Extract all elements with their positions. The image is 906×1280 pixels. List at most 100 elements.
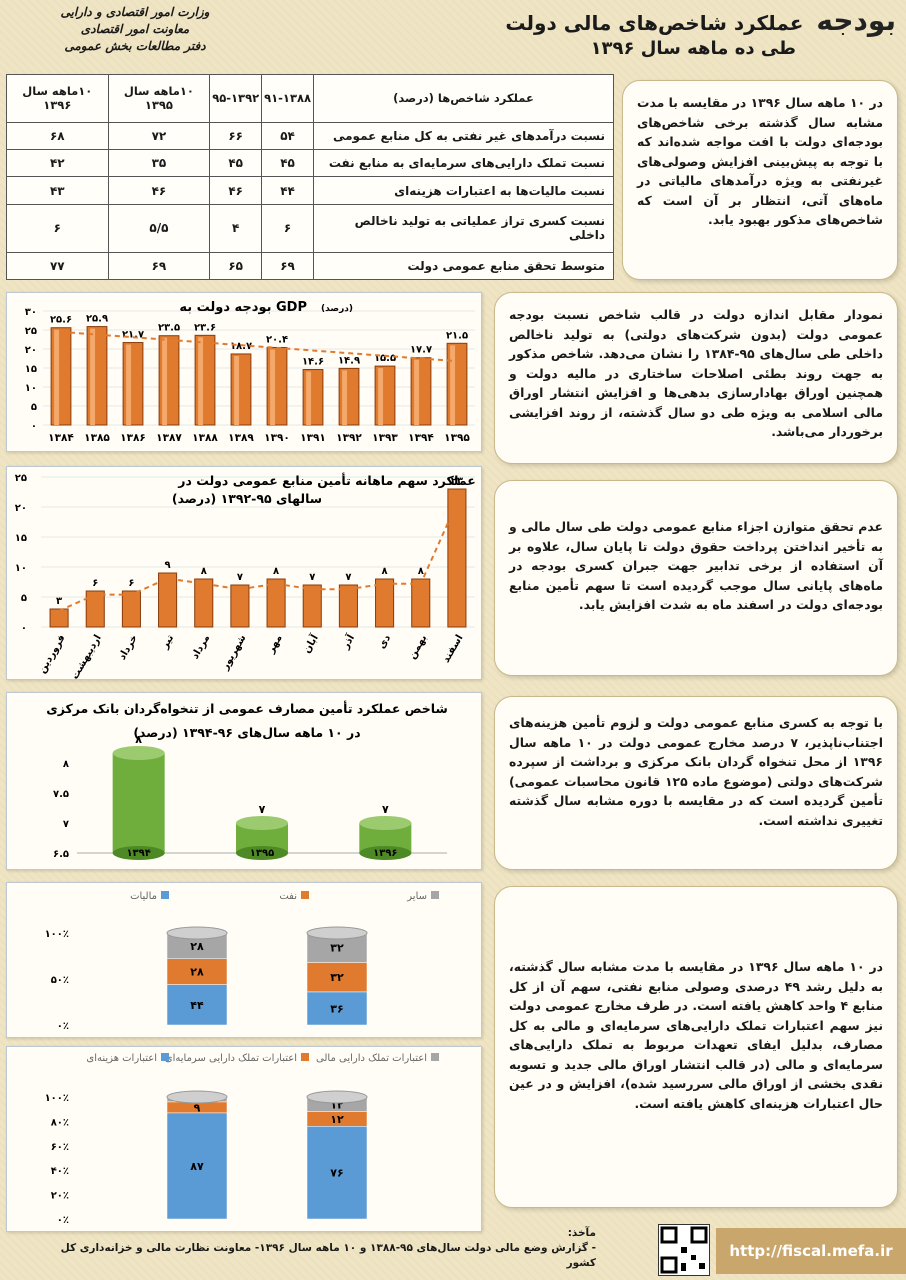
x-tick-label: ۱۳۸۸ — [192, 432, 218, 444]
text-box-1: در ۱۰ ماهه سال ۱۳۹۶ در مقایسه با مدت مشا… — [622, 80, 898, 280]
data-label: ۳۶ — [330, 1002, 343, 1015]
legend-swatch — [431, 1053, 439, 1061]
table-cell: ۴۵ — [261, 149, 314, 178]
bar — [85, 590, 105, 628]
data-label: ۸ — [201, 566, 207, 577]
table-cell: ۴۲ — [6, 149, 109, 178]
bar — [158, 572, 178, 628]
bar — [121, 590, 141, 628]
text-3: عدم تحقق متوازن اجزاء منابع عمومی دولت ط… — [509, 519, 883, 612]
bar-highlight — [90, 328, 96, 425]
trend-line — [58, 502, 458, 612]
x-tick-label: خرداد — [117, 633, 140, 662]
chart-expenditure-share: ۰٪ ۲۰٪ ۴۰٪ ۶۰٪ ۸۰٪ ۱۰۰٪ اعتبارات تملک دارایی م… — [6, 1046, 482, 1244]
source-text: - گزارش وضع مالی دولت سال‌های ۹۵-۱۳۸۸ و … — [60, 1242, 596, 1269]
y-tick-label: ۷.۵ — [53, 789, 69, 800]
bar — [410, 357, 432, 426]
y-tick-label: ۱۰ — [25, 383, 37, 394]
y-tick-label: ۰٪ — [57, 1215, 69, 1226]
stack-segment — [306, 962, 368, 993]
bar-top — [306, 1090, 368, 1104]
ministry-line-2: معاونت امور اقتصادی — [80, 22, 190, 36]
stack-segment — [166, 984, 228, 1026]
x-tick-label: مرداد — [190, 633, 213, 661]
bar — [302, 584, 322, 628]
website-link[interactable]: http://fiscal.mefa.ir — [716, 1228, 906, 1274]
chart-resources-share-svg: ۰٪ ۵۰٪ ۱۰۰٪ سایر نفت مالیات ۴۴ ۲۸ ۲۸ ۱۰ماهه ۱۳۹۵ ۳… — [45, 891, 439, 1050]
x-tick-label: تیر — [159, 633, 176, 652]
data-label: ۲۵.۶ — [50, 315, 72, 326]
chart-central-bank-svg: شاخص عملکرد تأمین مصارف عمومی از تنخواه‌… — [46, 700, 448, 860]
table-header: عملکرد شاخص‌ها (درصد) — [313, 74, 614, 123]
bar — [86, 326, 108, 426]
bar-highlight — [234, 355, 240, 425]
y-tick-label: ۴۰٪ — [51, 1166, 69, 1177]
table-row: نسبت درآمدهای غیر نفتی به کل منابع عمومی… — [6, 121, 614, 151]
x-tick-label: ۱۳۸۶ — [120, 432, 146, 444]
trend-line — [60, 330, 458, 363]
data-label: ۸ — [382, 566, 388, 577]
data-label: ۳۲ — [330, 971, 344, 984]
text-2: نمودار مقابل اندازه دولت در قالب شاخص نس… — [509, 307, 883, 439]
legend-label: اعتبارات هزینه‌ای — [86, 1053, 157, 1064]
data-label: ۱۸.۷ — [230, 341, 252, 352]
bar-base — [112, 846, 165, 860]
stack-segment — [306, 991, 368, 1026]
x-tick-label: ۱۳۹۲ — [336, 432, 362, 444]
chart-title-unit: (درصد) — [321, 304, 353, 314]
x-tick-label: مهر — [265, 633, 285, 656]
legend-swatch — [301, 1053, 309, 1061]
y-tick-label: ۸۰٪ — [51, 1117, 69, 1128]
chart-title-line-2: سالهای ۹۵-۱۳۹۲ (درصد) — [172, 491, 322, 506]
bar — [49, 608, 69, 628]
x-tick-label: ۱۳۹۳ — [372, 432, 398, 444]
table-row: نسبت تملک دارایی‌های سرمایه‌ای به منابع … — [6, 149, 614, 178]
data-label: ۶ — [128, 578, 134, 589]
bar — [411, 578, 431, 628]
table-cell: متوسط تحقق منابع عمومی دولت — [313, 251, 614, 281]
y-tick-label: ۱۰۰٪ — [45, 1093, 69, 1104]
table-cell: ۶ — [261, 203, 314, 253]
bar — [122, 342, 144, 426]
table-cell: نسبت مالیات‌ها به اعتبارات هزینه‌ای — [313, 176, 614, 205]
y-tick-label: ۸ — [63, 759, 69, 770]
chart-central-bank: شاخص عملکرد تأمین مصارف عمومی از تنخواه‌… — [6, 692, 482, 870]
table-header-row: عملکرد شاخص‌ها (درصد) ۹۱-۱۳۸۸ ۹۵-۱۳۹۲ ۱۰… — [6, 74, 614, 123]
table-cell: نسبت تملک دارایی‌های سرمایه‌ای به منابع … — [313, 149, 614, 178]
data-label: ۳ — [56, 596, 62, 607]
y-tick-label: ۰ — [31, 421, 37, 432]
x-tick-label: ۱۳۹۴ — [126, 848, 150, 859]
table-cell: نسبت کسری تراز عملیاتی به تولید ناخالص د… — [313, 203, 614, 253]
legend-swatch — [161, 891, 169, 899]
table-cell: نسبت درآمدهای غیر نفتی به کل منابع عمومی — [313, 121, 614, 151]
legend-label: اعتبارات تملک دارایی مالی — [316, 1053, 427, 1064]
chart-title: بودجه دولت به GDP — [179, 300, 307, 315]
legend-label: سایر — [406, 891, 427, 902]
table-cell: ۶۹ — [107, 251, 211, 281]
table-cell: ۶۵ — [209, 251, 263, 281]
table-cell: ۷۷ — [6, 251, 109, 281]
bar — [50, 327, 72, 426]
qr-code-graphic — [660, 1226, 708, 1274]
x-tick-label: ۱۳۸۹ — [228, 432, 254, 444]
y-tick-label: ۵ — [21, 593, 27, 604]
bar-highlight — [162, 337, 168, 425]
text-box-5: در ۱۰ ماهه سال ۱۳۹۶ در مقایسه با مدت مشا… — [494, 886, 898, 1208]
bar — [338, 367, 360, 426]
y-tick-label: ۶۰٪ — [51, 1142, 69, 1153]
ministry-line-3: دفتر مطالعات بخش عمومی — [64, 39, 206, 53]
legend-label: مالیات — [130, 891, 157, 902]
bar — [230, 353, 252, 426]
x-tick-label: فروردین — [37, 633, 68, 675]
data-label: ۲۸ — [190, 966, 204, 979]
y-tick-label: ۲۰ — [25, 345, 37, 356]
bar-highlight — [378, 368, 384, 425]
data-label: ۱۴.۹ — [338, 355, 360, 366]
x-tick-label: ۱۳۸۷ — [156, 432, 182, 444]
y-tick-label: ۰٪ — [57, 1021, 69, 1032]
x-tick-label: ۱۳۹۶ — [373, 848, 397, 859]
table-row: نسبت کسری تراز عملیاتی به تولید ناخالص د… — [6, 203, 614, 253]
bar — [266, 346, 288, 426]
page-title: بودجه عملکرد شاخص‌های مالی دولت — [505, 4, 896, 37]
x-tick-label: ۱۰ ماهه ۱۳۹۶ — [302, 1038, 372, 1039]
